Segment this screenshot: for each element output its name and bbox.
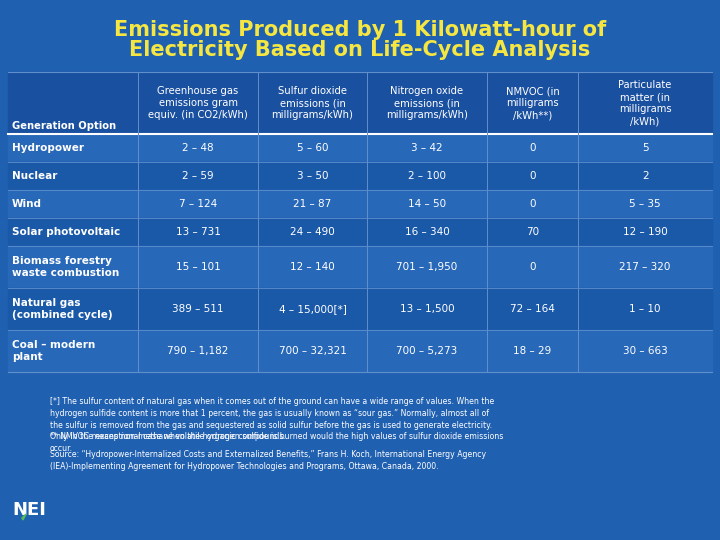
Text: 14 – 50: 14 – 50: [408, 199, 446, 209]
Text: 13 – 731: 13 – 731: [176, 227, 220, 237]
Text: 30 – 663: 30 – 663: [623, 346, 667, 356]
Text: ** NMVOC means non-methane volatile organic compounds.: ** NMVOC means non-methane volatile orga…: [50, 432, 286, 441]
Text: 701 – 1,950: 701 – 1,950: [396, 262, 457, 272]
Text: 2 – 48: 2 – 48: [182, 143, 214, 153]
Text: Nitrogen oxide
emissions (in
milligrams/kWh): Nitrogen oxide emissions (in milligrams/…: [386, 86, 468, 120]
Text: NMVOC (in
milligrams
/kWh**): NMVOC (in milligrams /kWh**): [505, 86, 559, 120]
Text: Particulate
matter (in
milligrams
/kWh): Particulate matter (in milligrams /kWh): [618, 80, 672, 126]
Text: NEI: NEI: [12, 501, 46, 519]
Bar: [8, 134, 712, 162]
Text: Natural gas
(combined cycle): Natural gas (combined cycle): [12, 298, 112, 320]
Text: 16 – 340: 16 – 340: [405, 227, 449, 237]
Text: 700 – 5,273: 700 – 5,273: [396, 346, 457, 356]
Text: Hydropower: Hydropower: [12, 143, 84, 153]
Text: [*] The sulfur content of natural gas when it comes out of the ground can have a: [*] The sulfur content of natural gas wh…: [50, 397, 503, 453]
Text: 5 – 35: 5 – 35: [629, 199, 661, 209]
Text: 2 – 59: 2 – 59: [182, 171, 214, 181]
Bar: [8, 218, 712, 246]
Bar: [8, 72, 712, 134]
Text: 7 – 124: 7 – 124: [179, 199, 217, 209]
Text: Sulfur dioxide
emissions (in
milligrams/kWh): Sulfur dioxide emissions (in milligrams/…: [271, 86, 354, 120]
Bar: [8, 330, 712, 372]
Text: 5 – 60: 5 – 60: [297, 143, 328, 153]
Text: 1 – 10: 1 – 10: [629, 304, 661, 314]
Text: Source: “Hydropower-Internalized Costs and Externalized Benefits,” Frans H. Koch: Source: “Hydropower-Internalized Costs a…: [50, 450, 486, 471]
Text: 2 – 100: 2 – 100: [408, 171, 446, 181]
Text: Emissions Produced by 1 Kilowatt-hour of: Emissions Produced by 1 Kilowatt-hour of: [114, 20, 606, 40]
Text: 0: 0: [529, 143, 536, 153]
Bar: [8, 162, 712, 190]
Bar: [8, 246, 712, 288]
Text: 3 – 50: 3 – 50: [297, 171, 328, 181]
Text: 70: 70: [526, 227, 539, 237]
Text: 72 – 164: 72 – 164: [510, 304, 555, 314]
Bar: [8, 288, 712, 330]
Text: 2: 2: [642, 171, 649, 181]
Text: 3 – 42: 3 – 42: [411, 143, 443, 153]
Text: Solar photovoltaic: Solar photovoltaic: [12, 227, 120, 237]
Text: 12 – 140: 12 – 140: [290, 262, 335, 272]
Text: Biomass forestry
waste combustion: Biomass forestry waste combustion: [12, 256, 120, 278]
Text: Nuclear: Nuclear: [12, 171, 58, 181]
Text: 0: 0: [529, 262, 536, 272]
Text: 0: 0: [529, 199, 536, 209]
Text: Coal – modern
plant: Coal – modern plant: [12, 340, 95, 362]
Text: 790 – 1,182: 790 – 1,182: [167, 346, 229, 356]
Text: 217 – 320: 217 – 320: [619, 262, 671, 272]
Text: Greenhouse gas
emissions gram
equiv. (in CO2/kWh): Greenhouse gas emissions gram equiv. (in…: [148, 86, 248, 120]
Text: 5: 5: [642, 143, 649, 153]
Text: 24 – 490: 24 – 490: [290, 227, 335, 237]
Text: 18 – 29: 18 – 29: [513, 346, 552, 356]
Text: 12 – 190: 12 – 190: [623, 227, 667, 237]
Text: Generation Option: Generation Option: [12, 121, 116, 131]
Bar: [8, 190, 712, 218]
Text: 13 – 1,500: 13 – 1,500: [400, 304, 454, 314]
Text: 0: 0: [529, 171, 536, 181]
Text: 21 – 87: 21 – 87: [293, 199, 332, 209]
Text: Wind: Wind: [12, 199, 42, 209]
Text: 4 – 15,000[*]: 4 – 15,000[*]: [279, 304, 346, 314]
Text: 700 – 32,321: 700 – 32,321: [279, 346, 346, 356]
Polygon shape: [22, 514, 26, 520]
Text: 15 – 101: 15 – 101: [176, 262, 220, 272]
Text: 389 – 511: 389 – 511: [172, 304, 224, 314]
Text: Electricity Based on Life-Cycle Analysis: Electricity Based on Life-Cycle Analysis: [130, 40, 590, 60]
